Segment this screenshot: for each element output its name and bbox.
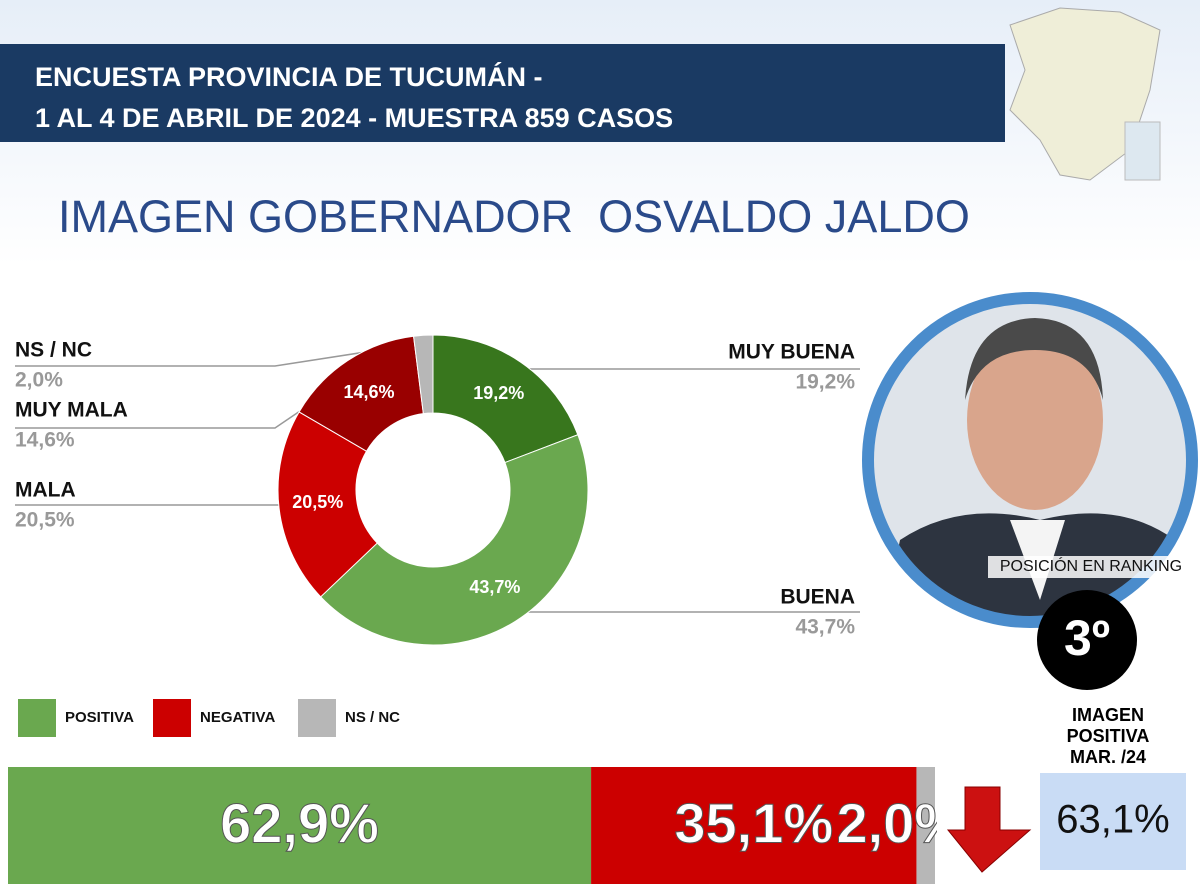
previous-box: [1040, 773, 1186, 870]
header-line: 1 AL 4 DE ABRIL DE 2024 - MUESTRA 859 CA…: [35, 103, 673, 133]
donut-slice: [319, 434, 589, 646]
legend-swatch: [153, 699, 191, 737]
map-inset: [1124, 121, 1161, 181]
stacked-bar: 62,9% 35,1% 2,0%: [8, 767, 964, 884]
donut-slice: [432, 334, 579, 464]
legend-swatch: [18, 699, 56, 737]
donut-slice: [277, 411, 378, 598]
category-label: BUENA: [780, 586, 855, 609]
category-value: 19,2%: [795, 371, 855, 394]
category-label: MUY BUENA: [728, 341, 855, 364]
bar-segment: [916, 767, 935, 884]
category-value: 20,5%: [15, 509, 75, 532]
bar-segment: [8, 767, 592, 884]
photo-ring: [862, 292, 1198, 628]
previous-value: 63,1%: [1056, 798, 1169, 842]
legend-label: POSITIVA: [65, 709, 134, 726]
category-label: MALA: [15, 479, 76, 502]
category-value: 2,0%: [15, 369, 63, 392]
header-bar: [0, 44, 1005, 142]
ranking-badge: [1037, 590, 1137, 690]
previous-label: POSITIVA: [1067, 726, 1150, 746]
slice-label: 14,6%: [343, 382, 394, 402]
category-value: 14,6%: [15, 429, 75, 452]
legend-swatch: [298, 699, 336, 737]
bar-label: 62,9%: [220, 791, 379, 854]
bar-label: 2,0%: [836, 791, 964, 854]
down-arrow: [946, 786, 1032, 873]
category-label: NS / NC: [15, 339, 92, 362]
previous-label: IMAGEN: [1072, 705, 1144, 725]
slice-label: 19,2%: [473, 383, 524, 403]
ranking-label: POSICIÓN EN RANKING: [1000, 556, 1182, 575]
category-value: 43,7%: [795, 616, 855, 639]
bar-segment: [591, 767, 917, 884]
legend-label: NS / NC: [345, 709, 400, 726]
donut-slice: [413, 334, 434, 415]
ranking-label-bg: [988, 556, 1194, 578]
category-label: MUY MALA: [15, 399, 128, 422]
slice-label: 20,5%: [292, 492, 343, 512]
legend-label: NEGATIVA: [200, 709, 275, 726]
map: [1009, 7, 1161, 181]
legend: POSITIVA NEGATIVA NS / NC: [18, 699, 400, 737]
bar-label: 35,1%: [674, 791, 833, 854]
header-line: ENCUESTA PROVINCIA DE TUCUMÁN -: [35, 61, 543, 92]
title: IMAGEN GOBERNADOR OSVALDO JALDO: [58, 191, 970, 242]
previous-label: MAR. /24: [1070, 747, 1146, 767]
ranking-position: 3º: [1064, 610, 1110, 666]
slice-label: 43,7%: [469, 577, 520, 597]
donut-chart: 19,2% MUY BUENA 19,2% 43,7% BUENA 43,7% 20,5% M…: [15, 334, 855, 646]
